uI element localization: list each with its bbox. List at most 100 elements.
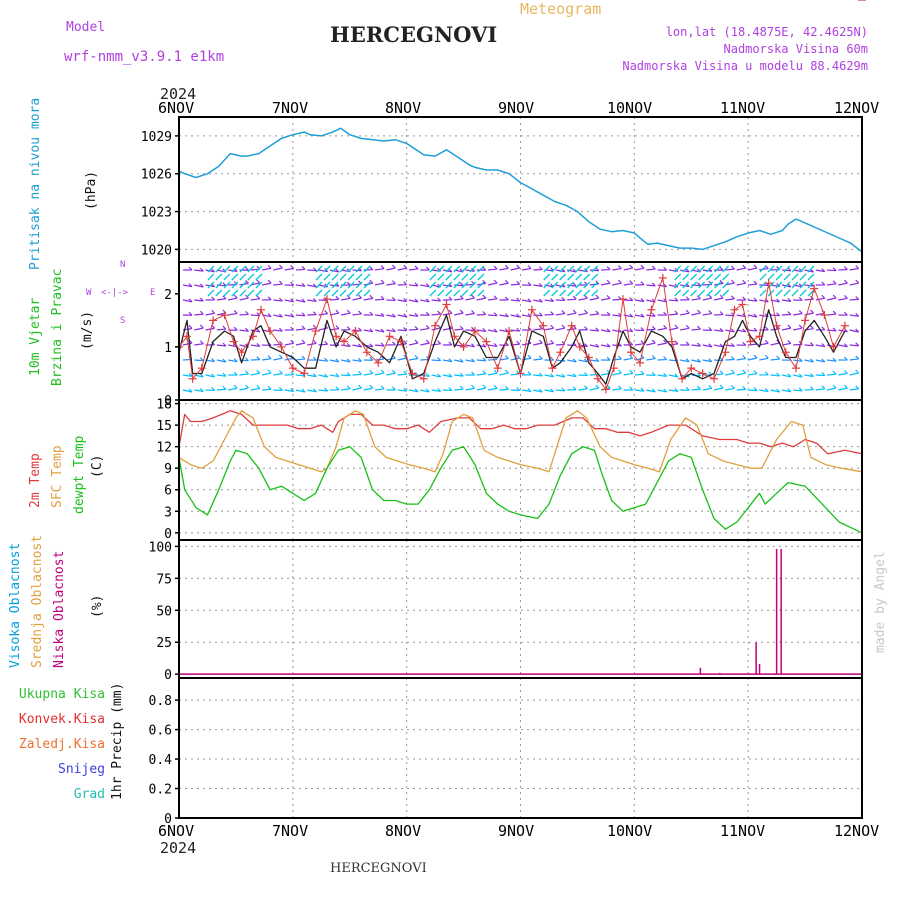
wind-barb-head	[471, 384, 475, 389]
wind-barb-head	[674, 387, 679, 392]
wind-barb-head	[380, 265, 385, 270]
wind-gust-barb	[543, 265, 551, 273]
wind-barb-head	[572, 386, 577, 391]
wind-barb	[318, 359, 328, 362]
wind-gust-barb	[698, 265, 706, 273]
wind-barb-head	[764, 354, 769, 359]
wind-barb-head	[380, 369, 385, 374]
wind-barb	[657, 342, 667, 346]
wind-barb	[702, 344, 712, 348]
wind-barb-head	[730, 265, 735, 270]
wind-barb-head	[211, 373, 216, 378]
wind-barb	[318, 313, 328, 316]
wind-gust-barb	[355, 273, 363, 281]
wind-barb-head	[798, 324, 803, 329]
wind-barb	[408, 284, 419, 287]
top-tick-8nov: 8NOV	[385, 99, 422, 117]
wind-barb-head	[550, 339, 555, 344]
wind-barb-head	[425, 311, 430, 316]
wind-barb-head	[584, 372, 588, 376]
top-tick-6nov: 6NOV	[158, 99, 195, 117]
wind-barb-head	[403, 327, 408, 332]
wind-gust-barb	[323, 281, 331, 289]
wind-gust-barb	[706, 289, 714, 297]
wind-barb-head	[256, 328, 261, 333]
wind-barb-head	[810, 373, 814, 377]
wind-barb	[589, 359, 599, 362]
wind-barb-head	[233, 310, 238, 314]
wind-barb	[261, 282, 272, 286]
wind-gust-barb	[231, 265, 239, 273]
wind-barb-head	[832, 280, 837, 285]
wind-barb-head	[358, 327, 362, 332]
wind-barb-head	[335, 309, 340, 314]
wind-barb-head	[278, 327, 283, 332]
wind-gust-barb	[207, 281, 215, 289]
wind-barb	[747, 267, 758, 271]
wind-gust-barb	[347, 265, 355, 273]
wind-barb	[725, 268, 735, 271]
wind-barb-head	[301, 388, 306, 393]
wind-barb-head	[617, 385, 622, 390]
y-tick-label: 2	[164, 288, 172, 303]
wind-barb	[838, 387, 848, 391]
axis-ticks: 1020102310261029012036912151802550751000…	[141, 130, 179, 827]
wind-barb-head	[674, 373, 679, 378]
wind-barb-head	[595, 294, 600, 299]
wind-barb-head	[358, 370, 362, 375]
wind-barb	[182, 389, 193, 393]
wind-barb-head	[290, 313, 295, 318]
wind-gust-barb	[722, 289, 730, 297]
wind-barb	[408, 357, 419, 361]
wind-barb	[544, 299, 554, 303]
wind-barb	[488, 268, 498, 271]
wind-barb	[284, 314, 294, 318]
wind-barb	[781, 389, 792, 393]
wind-barb-head	[832, 267, 837, 272]
wind-barb-head	[776, 388, 781, 393]
wind-barb-head	[753, 387, 758, 392]
wind-gust-barb	[591, 273, 599, 281]
wind-barb-head	[504, 264, 509, 269]
y-tick-label: 100	[149, 540, 172, 555]
wind-barb	[284, 299, 294, 303]
wind-barb	[634, 343, 645, 346]
wind-gust-barb	[215, 273, 223, 281]
y-tick-label: 15	[156, 419, 172, 434]
wind-barb	[657, 327, 667, 331]
wind-barb	[521, 342, 532, 346]
wind-barb-head	[538, 266, 543, 270]
wind-gust-barb	[355, 265, 363, 273]
wind-gust-barb	[239, 265, 247, 273]
year-bottom: 2024	[160, 839, 197, 857]
wind-barb-head	[256, 343, 261, 347]
wind-barb-head	[358, 357, 362, 362]
wind-barb	[341, 374, 351, 377]
wind-barb-head	[278, 297, 283, 302]
wind-barb	[397, 389, 407, 392]
wind-barb-head	[301, 325, 306, 330]
wind-gust-barb	[469, 273, 477, 281]
wind-barb	[713, 344, 724, 348]
wind-gust-barb	[799, 265, 807, 273]
wind-barb	[239, 373, 249, 376]
wind-barb	[408, 314, 419, 317]
watermark: made by Angel	[873, 551, 888, 653]
wind-barb-head	[798, 310, 803, 314]
wind-barb-head	[414, 312, 419, 317]
wind-barb	[374, 329, 385, 333]
wind-barb	[736, 282, 746, 286]
wind-barb-head	[437, 387, 442, 392]
wind-barb-head	[482, 311, 487, 315]
wind-barb	[849, 388, 859, 391]
wind-barb-head	[843, 356, 848, 361]
wind-barb	[567, 298, 577, 301]
wind-gust-barb	[239, 281, 247, 289]
wind-barb	[759, 342, 769, 346]
cloud-label-low: Niska Oblacnost	[52, 550, 67, 668]
wind-gust-barb	[461, 289, 469, 297]
wind-barb-head	[256, 279, 261, 284]
wind-barb	[307, 389, 317, 393]
wind-barb-head	[504, 355, 509, 359]
wind-barb-head	[629, 264, 634, 269]
